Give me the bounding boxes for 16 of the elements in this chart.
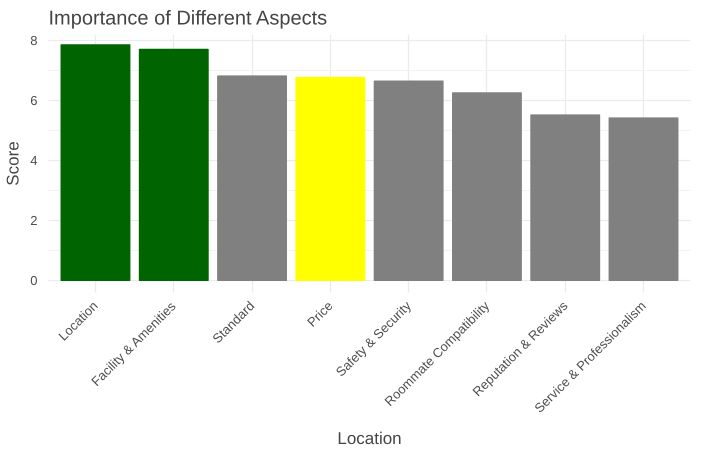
bar bbox=[452, 92, 522, 281]
bar bbox=[138, 48, 209, 281]
y-tick-label: 2 bbox=[30, 213, 38, 228]
y-tick-label: 0 bbox=[30, 273, 38, 288]
bar bbox=[374, 80, 444, 281]
bar bbox=[295, 76, 366, 281]
x-axis-title: Location bbox=[337, 428, 402, 448]
bar bbox=[217, 75, 288, 281]
bar bbox=[60, 44, 130, 281]
y-tick-label: 4 bbox=[30, 153, 38, 168]
bar bbox=[530, 114, 600, 281]
chart-title: Importance of Different Aspects bbox=[48, 8, 328, 30]
y-tick-label: 8 bbox=[30, 33, 38, 48]
y-tick-label: 6 bbox=[30, 93, 38, 108]
y-axis-title: Score bbox=[3, 141, 22, 186]
bar bbox=[608, 117, 678, 281]
